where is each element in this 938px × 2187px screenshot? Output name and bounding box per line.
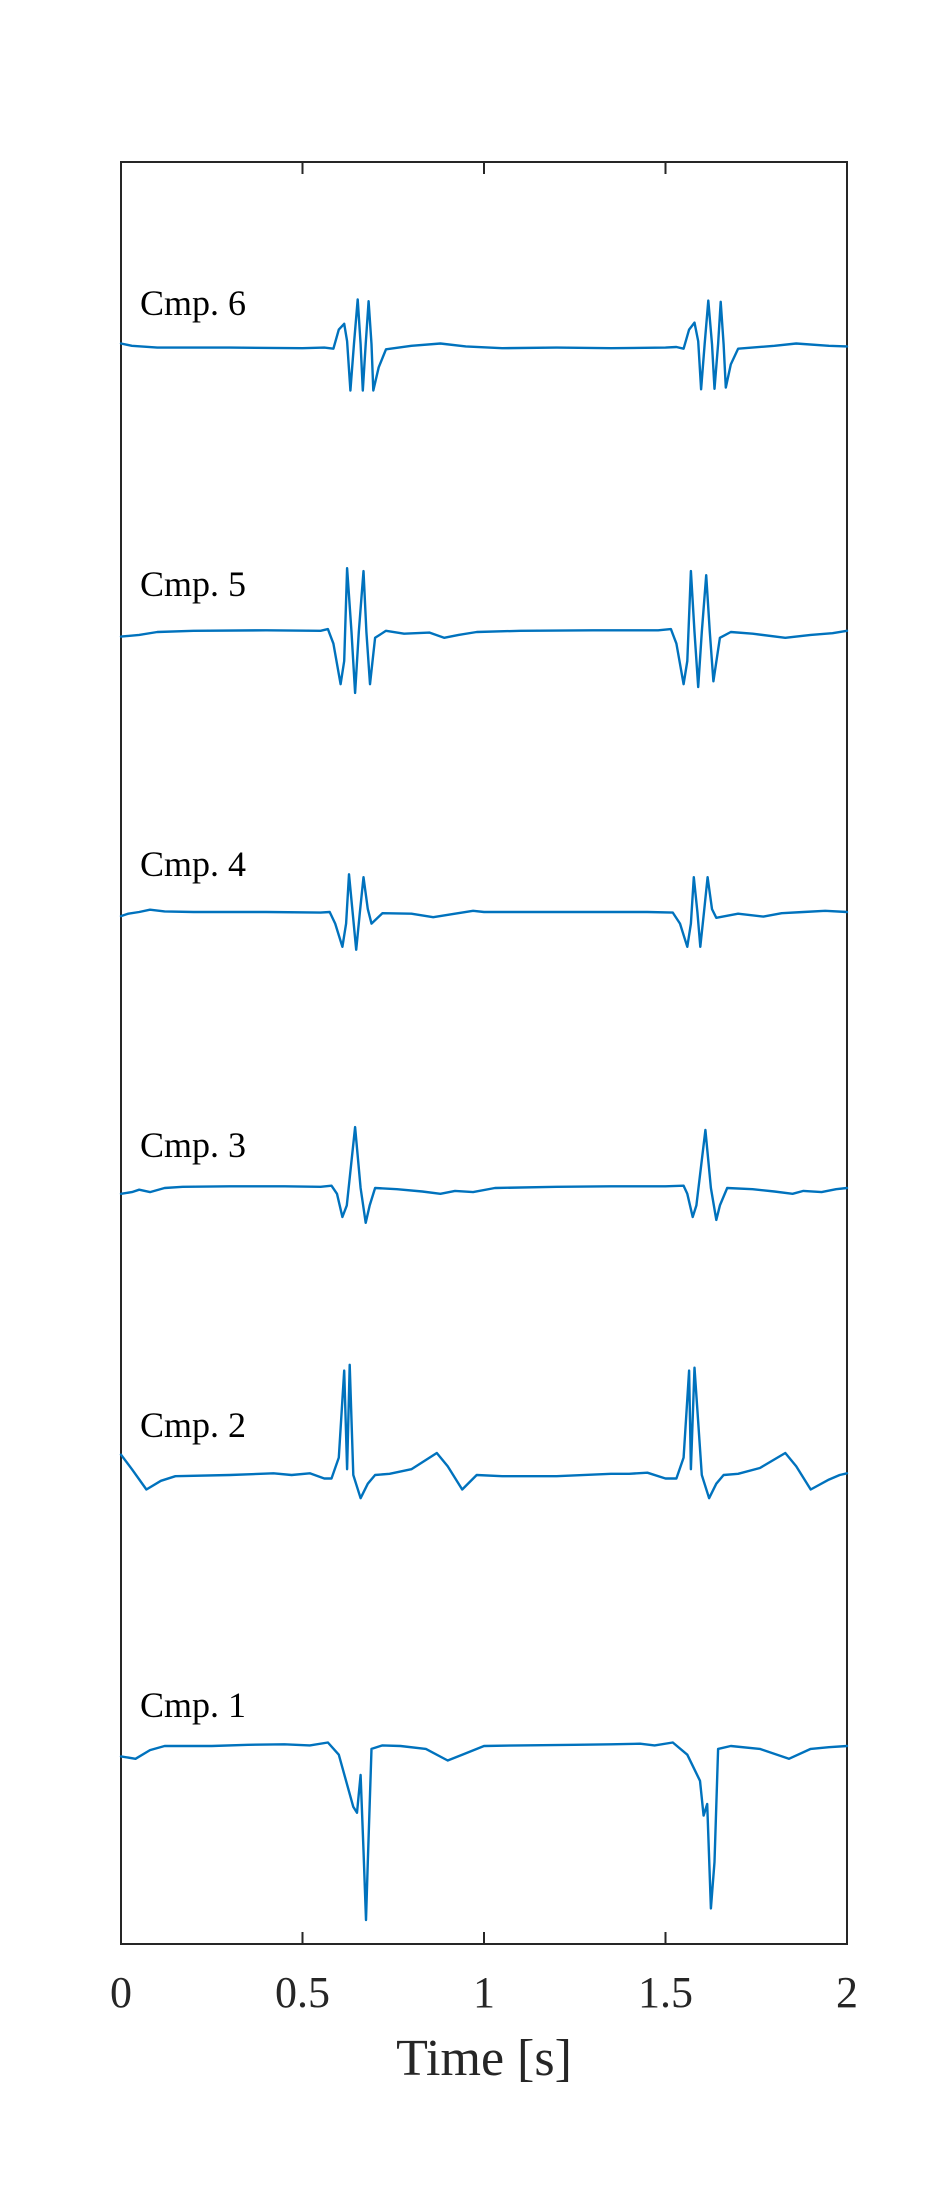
x-tick-label: 2 bbox=[836, 1968, 858, 2017]
trace-label: Cmp. 4 bbox=[140, 844, 246, 884]
trace-line-cmp-6 bbox=[119, 298, 849, 392]
trace-line-cmp-1 bbox=[119, 1741, 849, 1922]
trace-line-cmp-2 bbox=[119, 1363, 849, 1500]
x-tick-label: 0 bbox=[110, 1968, 132, 2017]
trace-label: Cmp. 1 bbox=[140, 1685, 246, 1725]
trace-line-cmp-5 bbox=[119, 567, 849, 695]
x-tick-label: 1 bbox=[473, 1968, 495, 2017]
trace-line-cmp-4 bbox=[119, 873, 849, 951]
trace-label: Cmp. 5 bbox=[140, 564, 246, 604]
x-axis-label: Time [s] bbox=[396, 2030, 572, 2087]
trace-label: Cmp. 2 bbox=[140, 1405, 246, 1445]
x-tick-label: 1.5 bbox=[638, 1968, 693, 2017]
trace-labels: Cmp. 6 Cmp. 5 Cmp. 4 Cmp. 3 Cmp. 2 Cmp. 1 bbox=[140, 283, 246, 1725]
trace-label: Cmp. 3 bbox=[140, 1125, 246, 1165]
trace-label: Cmp. 6 bbox=[140, 283, 246, 323]
traces bbox=[119, 298, 849, 1922]
x-ticks: 0 0.5 1 1.5 2 bbox=[110, 162, 858, 2017]
x-tick-label: 0.5 bbox=[275, 1968, 330, 2017]
plot-frame bbox=[120, 161, 848, 1945]
trace-line-cmp-3 bbox=[119, 1125, 849, 1224]
